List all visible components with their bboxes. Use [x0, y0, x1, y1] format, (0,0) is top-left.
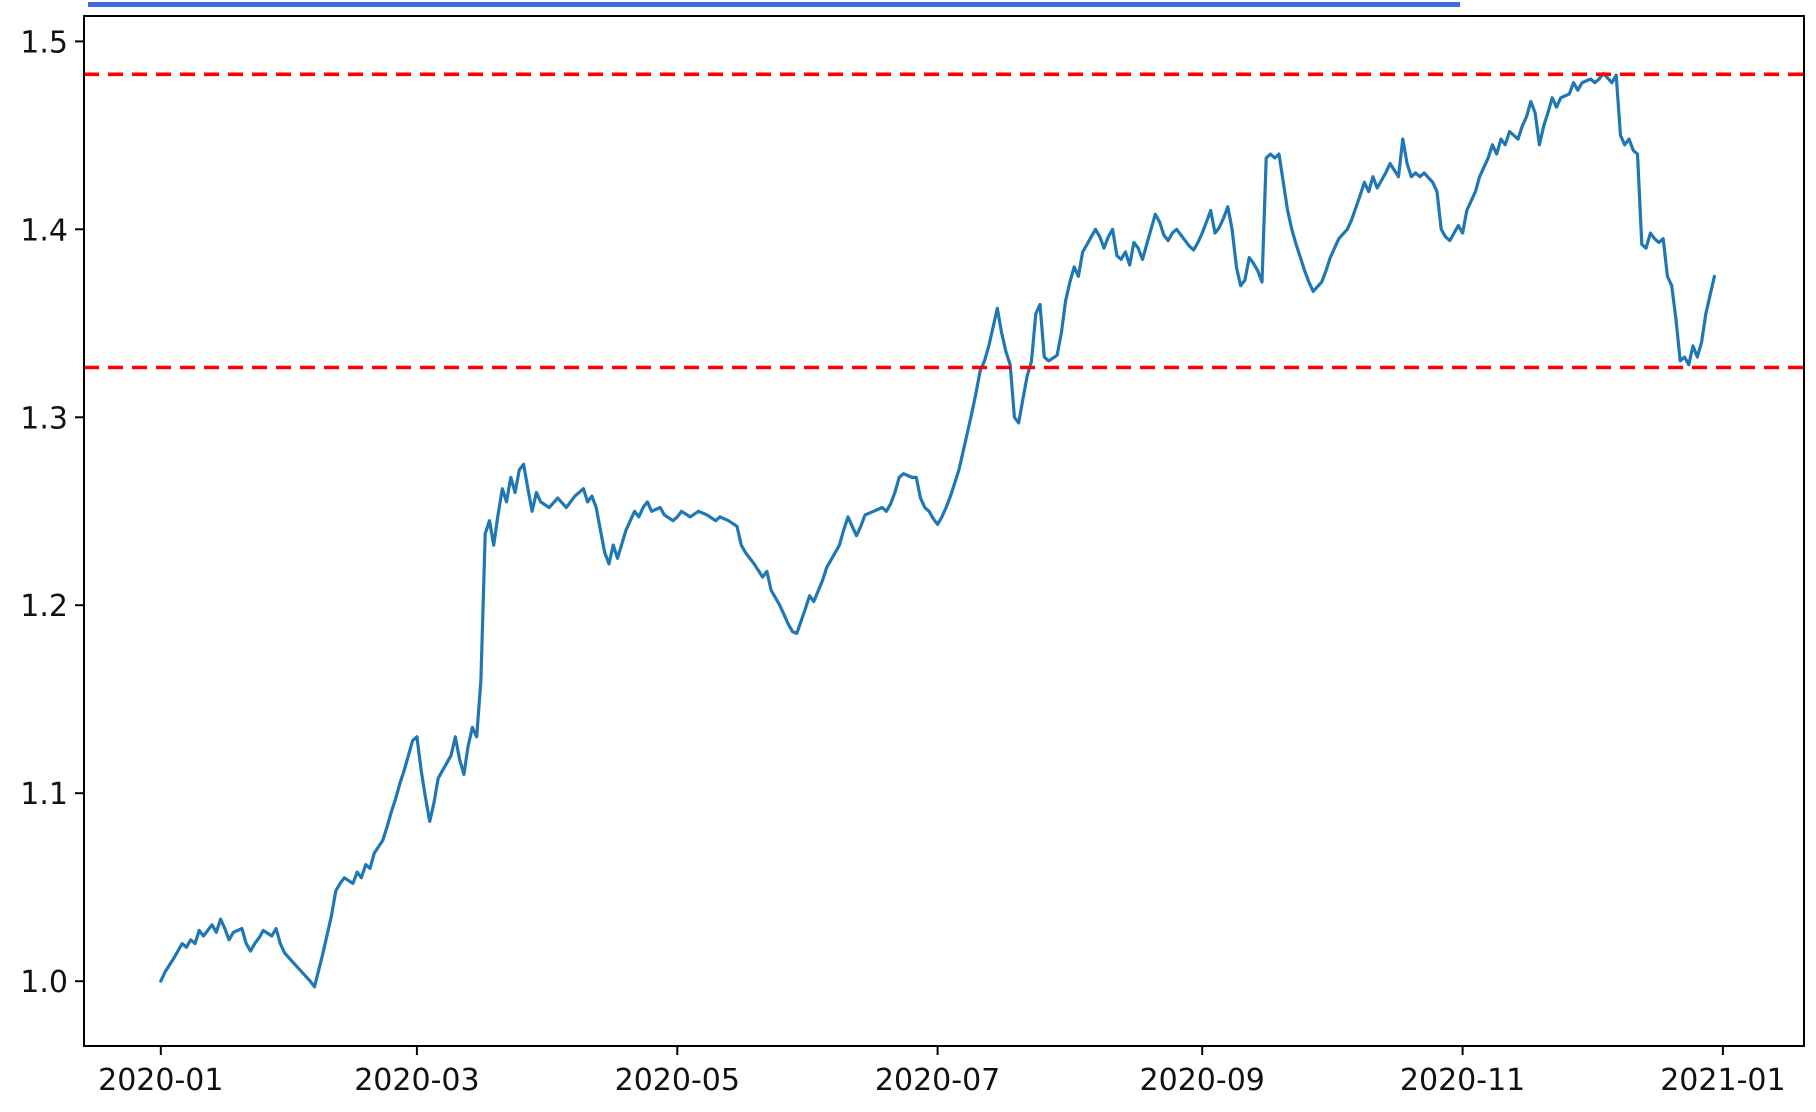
x-tick-label: 2020-07	[875, 1063, 1000, 1098]
x-tick-label: 2020-03	[354, 1063, 479, 1098]
y-tick-label: 1.1	[20, 777, 68, 812]
y-tick-label: 1.2	[20, 589, 68, 624]
x-tick-label: 2020-09	[1140, 1063, 1265, 1098]
x-tick-label: 2021-01	[1660, 1063, 1785, 1098]
top-border-line	[88, 2, 1460, 7]
x-tick-label: 2020-11	[1400, 1063, 1525, 1098]
series-line-cumulative-value	[159, 71, 1716, 989]
y-tick-label: 1.3	[20, 401, 68, 436]
x-tick-label: 2020-05	[615, 1063, 740, 1098]
y-tick-label: 1.5	[20, 25, 68, 60]
y-tick-label: 1.4	[20, 213, 68, 248]
chart-svg: 2020-01 2020-03 2020-05 2020-07 2020-09 2020-…	[20, 15, 1805, 1098]
axes-spines	[83, 15, 1805, 1047]
y-tick-label: 1.0	[20, 965, 68, 1000]
x-tick-label: 2020-01	[98, 1063, 223, 1098]
